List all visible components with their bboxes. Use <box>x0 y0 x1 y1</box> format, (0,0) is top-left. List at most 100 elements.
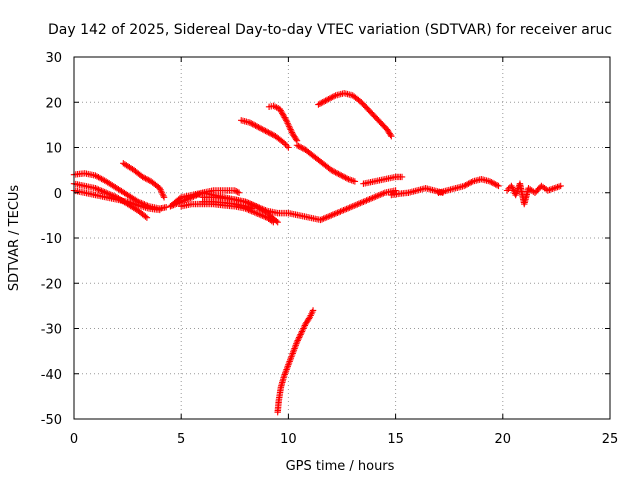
data-point-arc-j <box>266 129 274 137</box>
data-point-arc-m <box>322 97 329 104</box>
data-point-arc-d <box>160 192 167 199</box>
data-point-arc-f <box>190 193 197 200</box>
data-point-arc-j <box>265 129 272 136</box>
data-point-arc-h <box>317 216 324 224</box>
data-point-arc-m <box>388 132 395 140</box>
data-point-arc-i <box>248 205 256 212</box>
data-point-arc-f <box>187 194 194 202</box>
data-point-arc-j <box>253 123 261 130</box>
grid <box>74 57 610 419</box>
data-point-arc-d <box>143 175 151 183</box>
data-point-arc-h <box>357 199 364 207</box>
data-point-arc-f <box>193 192 200 199</box>
data-point-arc-j <box>280 139 288 147</box>
data-point-arc-j <box>282 141 289 148</box>
data-point-arc-j <box>258 125 265 132</box>
data-point-arc-q <box>465 180 472 187</box>
data-point-arc-g <box>260 213 268 220</box>
chart-title: Day 142 of 2025, Sidereal Day-to-day VTE… <box>48 22 612 38</box>
data-point-arc-h <box>355 200 363 207</box>
data-point-arc-d <box>157 186 164 193</box>
data-point-arc-q <box>466 179 474 187</box>
data-point-arc-l <box>333 169 341 177</box>
data-point-arc-m <box>326 95 334 102</box>
data-point-arc-j <box>263 128 271 135</box>
data-point-arc-j <box>246 119 254 126</box>
data-point-arc-j <box>268 130 275 138</box>
data-point-arc-m <box>315 101 322 108</box>
data-point-arc-h <box>378 190 386 198</box>
data-point-arc-h <box>325 213 332 220</box>
data-point-arc-f <box>233 188 240 195</box>
data-point-arc-d <box>140 174 148 181</box>
data-point-arc-h <box>346 204 353 211</box>
data-point-arc-f <box>185 195 193 202</box>
data-point-arc-n <box>309 307 317 314</box>
data-point-arc-o <box>398 173 406 181</box>
data-point-arc-k <box>285 121 292 129</box>
data-point-arc-h <box>341 206 349 213</box>
data-point-arc-h <box>374 192 381 200</box>
data-point-arc-h <box>332 210 340 217</box>
data-point-arc-h <box>335 208 343 216</box>
data-point-arc-d <box>142 175 149 182</box>
data-point-arc-g <box>253 209 260 217</box>
data-point-arc-f <box>188 194 196 201</box>
data-point-arc-f <box>176 199 183 206</box>
y-tick-label: 20 <box>45 96 62 111</box>
data-point-arc-n <box>293 338 301 346</box>
data-point-arc-g <box>256 211 263 218</box>
data-point-arc-m <box>329 93 336 101</box>
data-point-arc-n <box>295 335 302 343</box>
data-point-arc-j <box>260 126 268 134</box>
data-point-arc-n <box>299 326 306 334</box>
data-point-arc-q <box>462 182 469 189</box>
y-tick-label: 30 <box>45 51 62 66</box>
data-point-arc-d <box>156 185 163 192</box>
y-tick-label: -30 <box>41 323 62 338</box>
data-point-arc-k <box>284 120 291 127</box>
data-point-arc-l <box>329 167 336 175</box>
x-tick-label: 20 <box>495 432 512 447</box>
data-point-arc-h <box>360 198 367 205</box>
data-point-arc-g <box>249 208 257 216</box>
data-point-arc-h <box>361 197 369 205</box>
data-point-arc-r <box>503 187 511 194</box>
data-point-arc-k <box>287 126 294 133</box>
data-point-arc-h <box>352 201 359 209</box>
data-point-arc-b <box>107 191 114 198</box>
data-point-arc-j <box>255 123 262 131</box>
data-point-arc-f <box>194 191 202 198</box>
data-point-arc-k <box>273 104 280 111</box>
data-point-arc-q <box>461 182 468 190</box>
data-point-arc-n <box>296 332 304 340</box>
data-point-arc-h <box>321 214 329 222</box>
data-point-arc-j <box>262 127 269 135</box>
data-point-arc-r <box>508 184 516 191</box>
y-tick-label: -50 <box>41 413 62 428</box>
data-point-arc-m <box>328 94 335 101</box>
data-point-arc-l <box>330 168 338 175</box>
data-point-arc-r <box>508 182 515 190</box>
data-point-arc-b <box>92 185 99 192</box>
data-point-arc-q <box>489 179 496 187</box>
data-point-arc-n <box>298 329 305 337</box>
data-point-arc-q <box>493 182 501 189</box>
data-point-arc-l <box>296 143 304 150</box>
data-point-arc-h <box>257 205 265 212</box>
y-tick-label: 0 <box>54 187 62 202</box>
data-point-arc-h <box>323 214 330 221</box>
data-point-arc-j <box>248 120 255 127</box>
data-point-arc-n <box>295 334 303 341</box>
data-point-arc-f <box>234 188 241 196</box>
x-tick-label: 5 <box>177 432 185 447</box>
data-point-arc-l <box>339 172 346 180</box>
data-point-arc-n <box>301 322 309 329</box>
data-point-arc-h <box>326 212 333 220</box>
data-point-arc-l <box>351 178 359 185</box>
data-point-arc-h <box>343 205 350 213</box>
data-point-arc-r <box>557 182 564 190</box>
data-point-arc-h <box>260 206 268 213</box>
data-point-arc-b <box>93 185 101 193</box>
data-point-arc-f <box>173 200 180 207</box>
